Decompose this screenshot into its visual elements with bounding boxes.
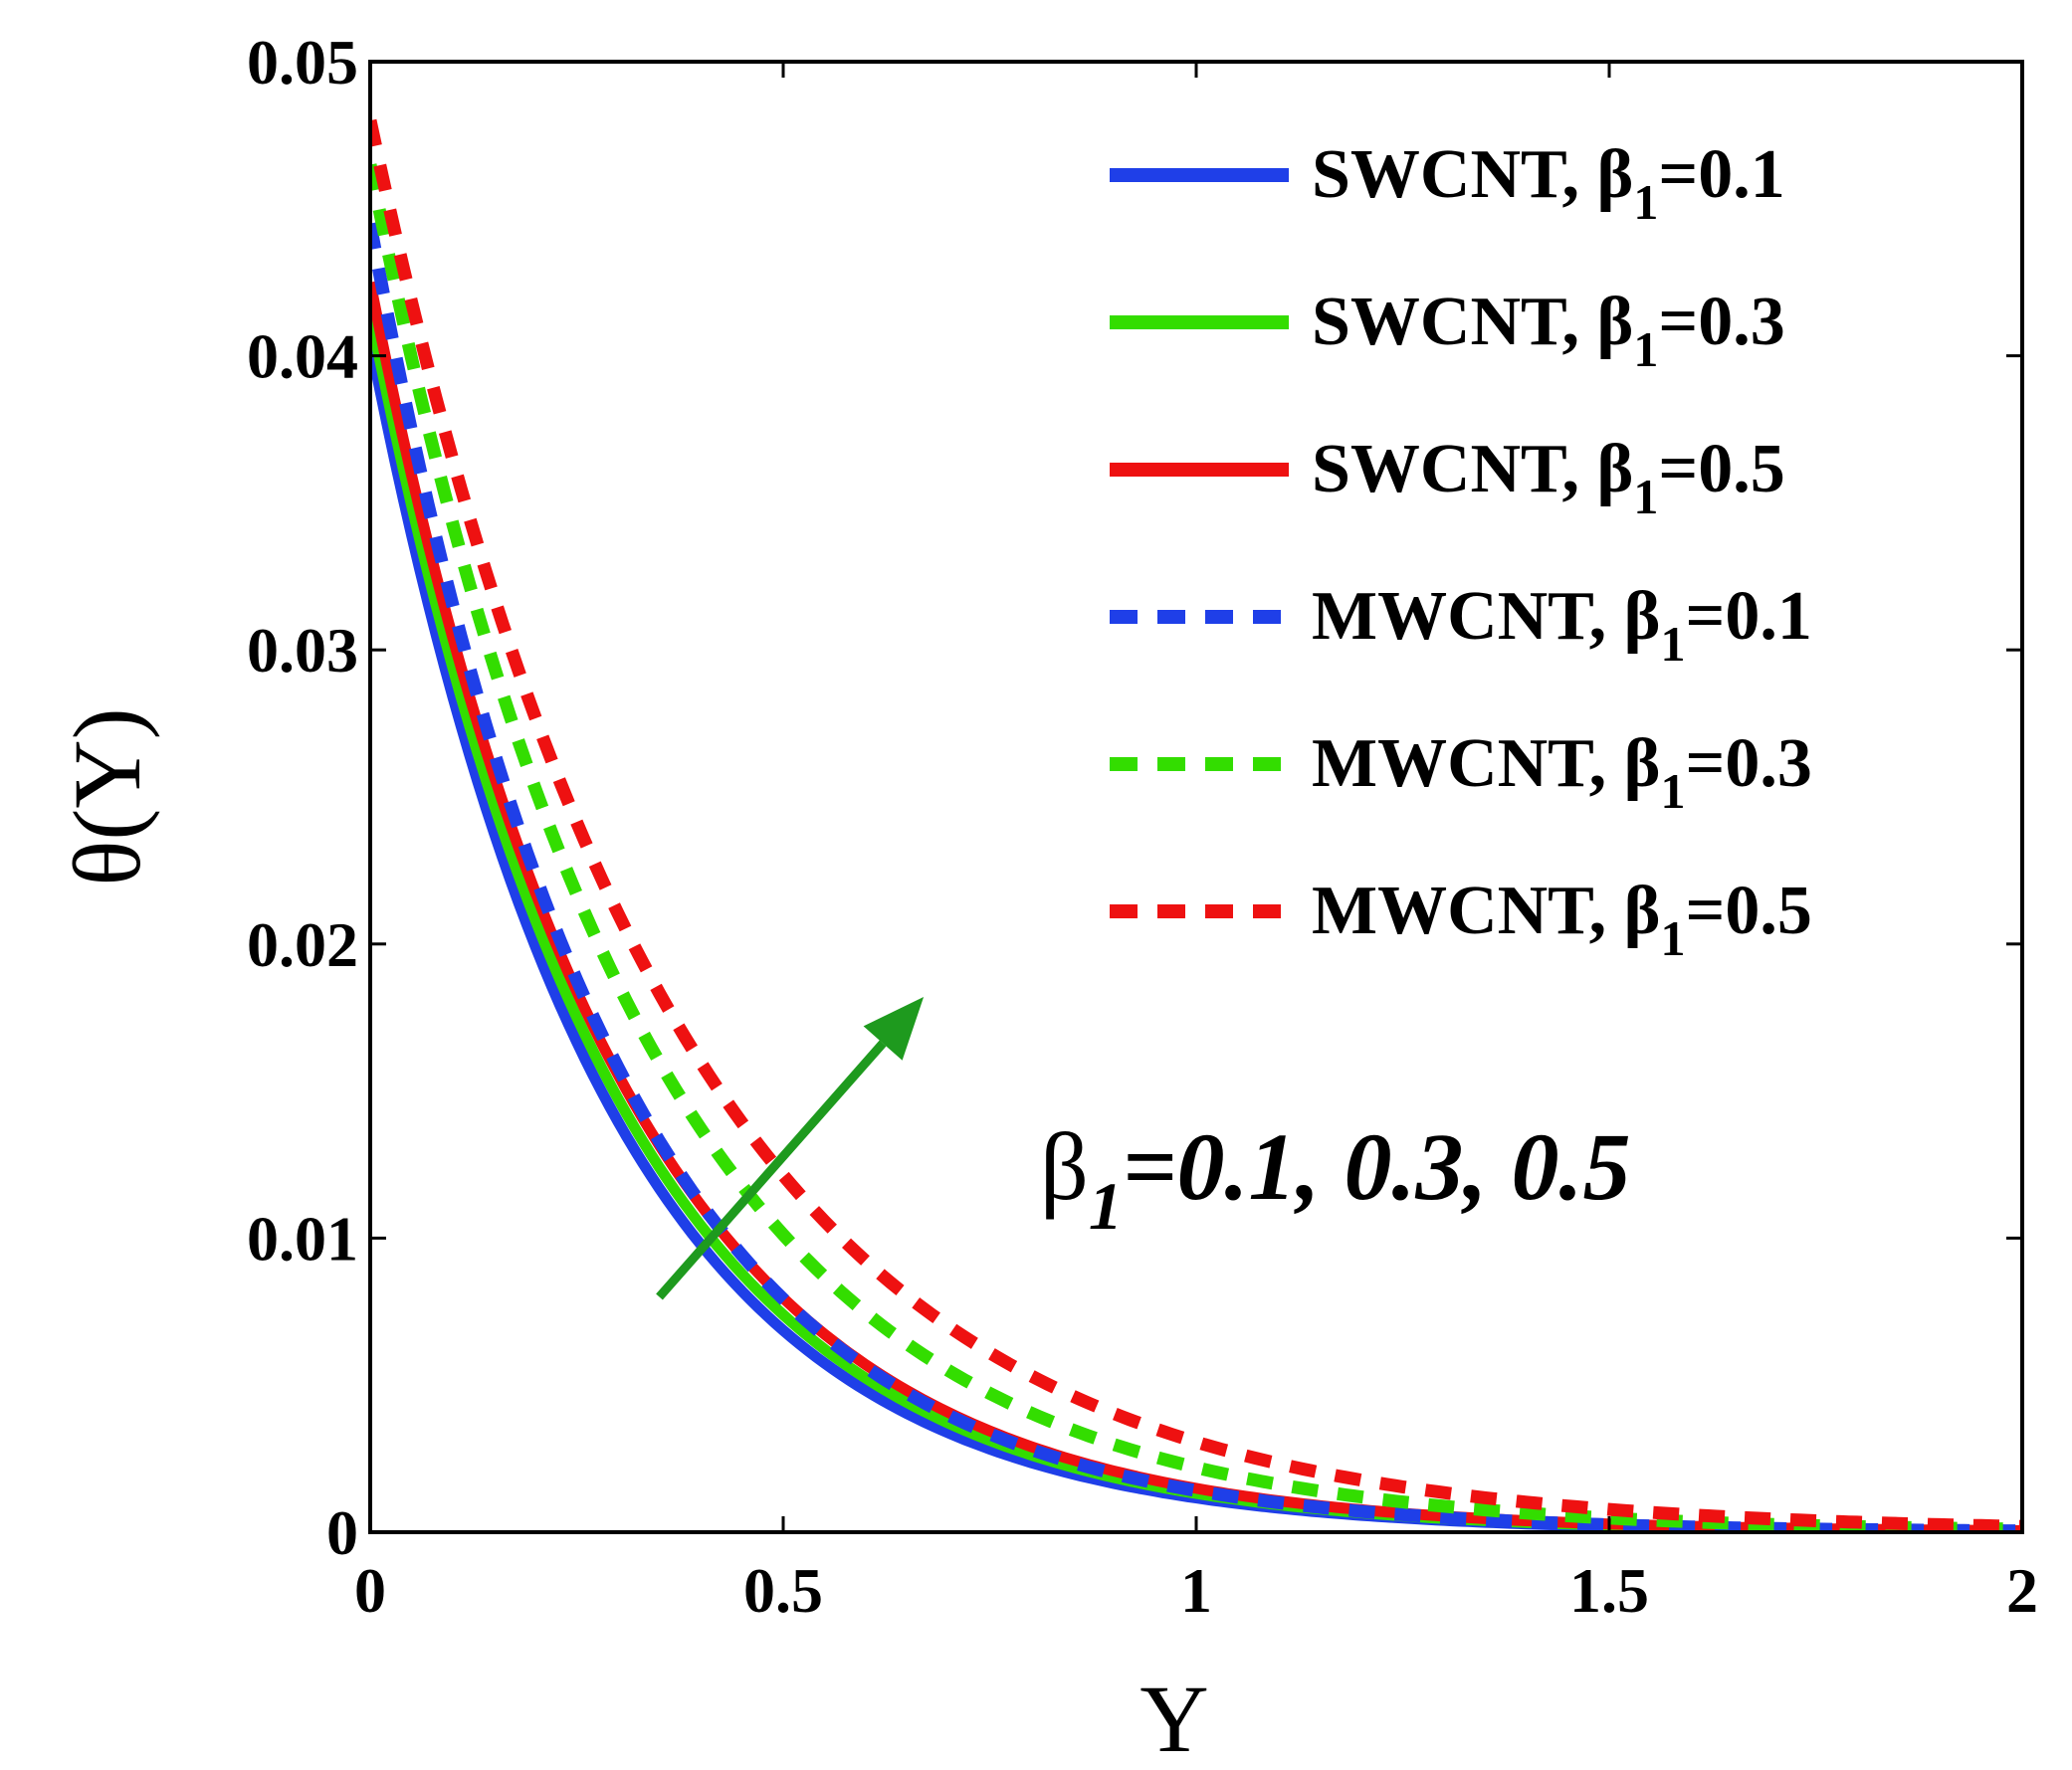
y-tick-label: 0.02 [247,909,358,980]
x-axis-label: Υ [1140,1666,1208,1770]
legend: SWCNT, β1=0.1 SWCNT, β1=0.3 SWCNT, β1=0.5 M… [1110,136,1812,966]
y-axis-label: θ(Υ) [54,707,160,885]
annotation: β1=0.1, 0.3, 0.5 [656,997,1631,1300]
series-line-3 [370,281,2022,1532]
tick-labels: 0 0.5 1 1.5 2 0 0.01 0.02 0.03 0.04 0.05 [247,27,2038,1626]
series-line-4 [370,222,2022,1532]
legend-label-3: SWCNT, β1=0.5 [1312,431,1785,524]
annotation-arrow-shaft [656,1040,887,1300]
y-tick-label: 0.01 [247,1203,358,1274]
x-tick-label: 0.5 [743,1555,823,1626]
series-line-5 [370,163,2022,1532]
x-tick-label: 0 [354,1555,386,1626]
legend-label-4: MWCNT, β1=0.1 [1312,578,1812,672]
y-tick-label: 0 [326,1497,358,1568]
series-line-6 [370,118,2022,1532]
y-tick-label: 0.05 [247,27,358,98]
x-tick-label: 1.5 [1569,1555,1649,1626]
legend-label-2: SWCNT, β1=0.3 [1312,284,1785,377]
x-tick-label: 2 [2006,1555,2038,1626]
legend-label-5: MWCNT, β1=0.3 [1312,725,1812,819]
curves [370,118,2022,1532]
annotation-label: β1=0.1, 0.3, 0.5 [1040,1113,1631,1244]
legend-label-1: SWCNT, β1=0.1 [1312,136,1785,230]
y-tick-label: 0.04 [247,321,358,392]
x-tick-label: 1 [1180,1555,1212,1626]
y-tick-label: 0.03 [247,615,358,686]
legend-label-6: MWCNT, β1=0.5 [1312,873,1812,966]
axis-ticks [368,60,2024,1534]
annotation-arrow-head [863,997,925,1061]
